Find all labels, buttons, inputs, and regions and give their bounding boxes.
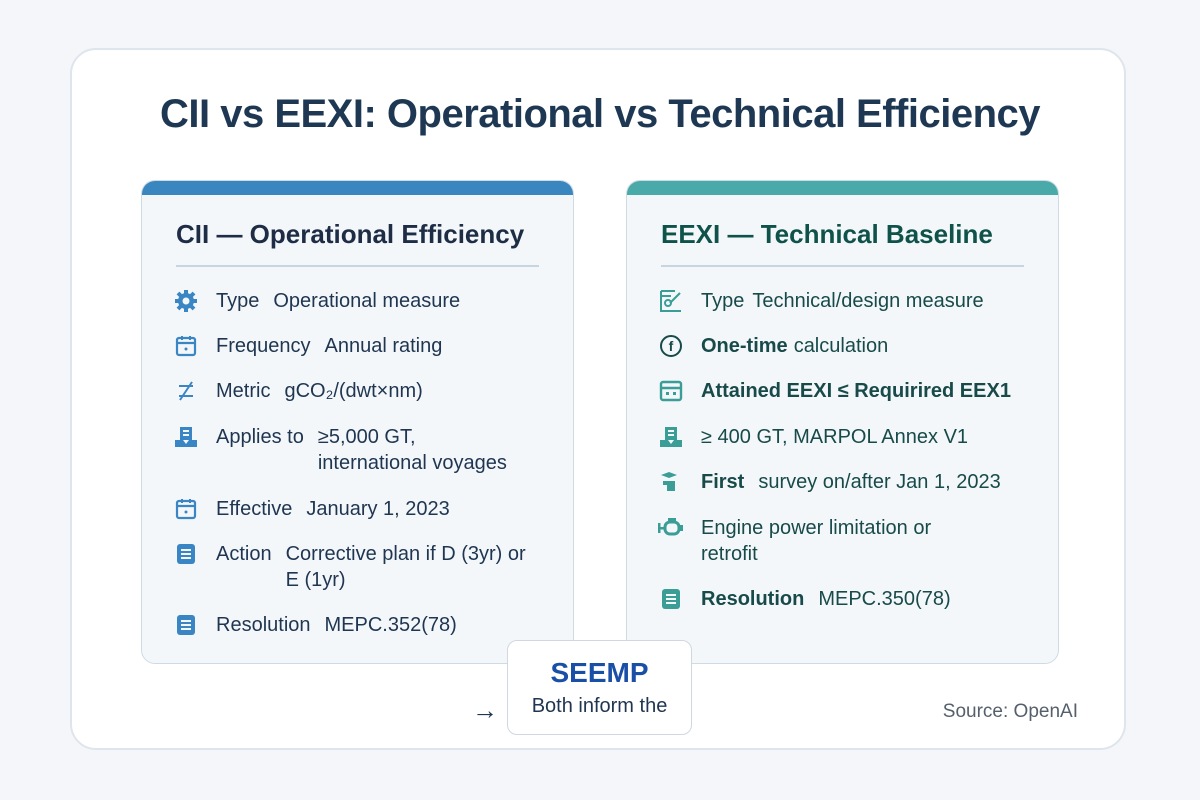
ship-icon <box>172 424 200 450</box>
window-icon <box>657 378 685 404</box>
calendar-icon <box>172 496 200 522</box>
cii-card-title: CII — Operational Efficiency <box>176 219 525 249</box>
row-label: First <box>701 471 745 493</box>
calendar-icon <box>172 333 200 359</box>
ship-icon <box>657 424 685 450</box>
eexi-accent-band <box>627 181 1058 195</box>
svg-text:f: f <box>669 338 674 354</box>
row-label: Resolution <box>701 588 805 610</box>
document-icon <box>172 612 200 638</box>
row-value: calculation <box>793 335 889 357</box>
cii-row-effective: Effective January 1, 2023 <box>172 496 450 522</box>
eexi-card: EEXI — Technical Baseline Type Technical… <box>626 180 1059 664</box>
gear-icon <box>172 288 200 314</box>
seemp-box: SEEMP Both inform the <box>507 640 692 735</box>
divider <box>176 265 539 267</box>
row-value: Operational measure <box>273 290 461 312</box>
cii-row-type: Type Operational measure <box>172 288 460 314</box>
row-label: Frequency <box>216 335 311 357</box>
divider <box>661 265 1024 267</box>
cii-card: CII — Operational Efficiency Type Operat… <box>141 180 574 664</box>
row-value: January 1, 2023 <box>306 498 450 520</box>
row-label: Attained EEXI ≤ Requirired EEX1 <box>701 380 1011 402</box>
eexi-row-requirement: Attained EEXI ≤ Requirired EEX1 <box>657 378 1025 404</box>
row-value: survey on/after Jan 1, 2023 <box>758 471 1001 493</box>
row-label: Metric <box>216 380 271 402</box>
f-circle-icon: f <box>657 333 685 359</box>
row-label: Action <box>216 543 272 565</box>
ratio-icon <box>172 378 200 404</box>
eexi-row-type: Type Technical/design measure <box>657 288 984 314</box>
row-value: MEPC.350(78) <box>818 588 951 610</box>
eexi-row-survey: First survey on/after Jan 1, 2023 <box>657 469 1001 495</box>
row-value: MEPC.352(78) <box>324 614 457 636</box>
cii-row-frequency: Frequency Annual rating <box>172 333 442 359</box>
eexi-row-resolution: Resolution MEPC.350(78) <box>657 586 951 612</box>
row-value: ≥5,000 GT, international voyages <box>317 426 507 474</box>
source-credit: Source: OpenAI <box>942 701 1078 722</box>
row-label: One-time <box>701 335 788 357</box>
cii-row-resolution: Resolution MEPC.352(78) <box>172 612 457 638</box>
document-icon <box>172 541 200 567</box>
cii-row-applies: Applies to ≥5,000 GT, international voya… <box>172 424 532 476</box>
row-value: Engine power limitation or retrofit <box>701 517 932 565</box>
document-icon <box>657 586 685 612</box>
row-value: gCO₂/(dwt×nm) <box>284 380 423 402</box>
design-icon <box>657 288 685 314</box>
row-label: Type <box>701 290 745 312</box>
row-label: Type <box>216 290 260 312</box>
eexi-row-applies: ≥ 400 GT, MARPOL Annex V1 <box>657 424 968 450</box>
row-value: ≥ 400 GT, MARPOL Annex V1 <box>701 426 969 448</box>
cii-row-metric: Metric gCO₂/(dwt×nm) <box>172 378 423 404</box>
row-label: Applies to <box>216 426 304 448</box>
cii-accent-band <box>142 181 573 195</box>
eexi-row-engine: Engine power limitation or retrofit <box>657 515 957 567</box>
eexi-row-calculation: f One-time calculation <box>657 333 888 359</box>
arrow-right-icon: → <box>472 695 498 725</box>
row-value: Annual rating <box>324 335 443 357</box>
row-label: Resolution <box>216 614 311 636</box>
seemp-subtitle: Both inform the <box>531 695 668 717</box>
row-label: Effective <box>216 498 293 520</box>
cii-row-action: Action Corrective plan if D (3yr) or E (… <box>172 541 536 593</box>
row-value: Corrective plan if D (3yr) or E (1yr) <box>285 543 526 591</box>
engine-icon <box>657 515 685 541</box>
seemp-title: SEEMP <box>550 657 649 688</box>
page-title: CII vs EEXI: Operational vs Technical Ef… <box>159 92 1041 136</box>
row-value: Technical/design measure <box>752 290 984 312</box>
eexi-card-title: EEXI — Technical Baseline <box>661 219 993 249</box>
survey-icon <box>657 469 685 495</box>
